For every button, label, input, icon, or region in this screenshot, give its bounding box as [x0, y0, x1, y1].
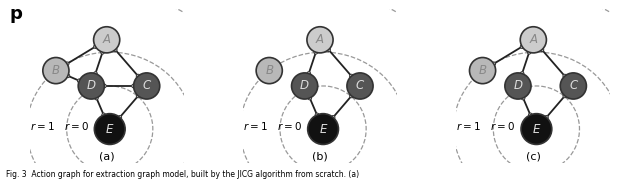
Text: (a): (a) — [99, 151, 115, 161]
Circle shape — [307, 72, 310, 75]
Circle shape — [102, 84, 106, 88]
Circle shape — [93, 45, 97, 49]
Text: A: A — [529, 33, 538, 46]
Text: B: B — [52, 64, 60, 77]
Circle shape — [332, 115, 335, 119]
Circle shape — [100, 50, 104, 54]
Circle shape — [65, 62, 69, 66]
Text: Fig. 3  Action graph for extraction graph model, built by the JICG algorithm fro: Fig. 3 Action graph for extraction graph… — [6, 170, 360, 179]
Circle shape — [315, 113, 319, 117]
Circle shape — [113, 48, 117, 52]
Circle shape — [563, 94, 566, 98]
Text: (c): (c) — [526, 151, 541, 161]
Circle shape — [94, 114, 125, 144]
Circle shape — [540, 48, 544, 52]
Text: $r=0$: $r=0$ — [63, 120, 88, 132]
Text: D: D — [513, 79, 522, 92]
Text: $r=0$: $r=0$ — [490, 120, 515, 132]
Circle shape — [560, 73, 586, 99]
Text: E: E — [106, 123, 113, 136]
Circle shape — [521, 114, 552, 144]
Text: A: A — [102, 33, 111, 46]
Circle shape — [136, 74, 140, 78]
Circle shape — [308, 96, 312, 100]
Circle shape — [102, 113, 106, 117]
Text: C: C — [143, 79, 151, 92]
Text: D: D — [300, 79, 309, 92]
Circle shape — [563, 74, 566, 78]
Circle shape — [521, 96, 525, 100]
Text: $r=1$: $r=1$ — [243, 120, 268, 132]
Circle shape — [520, 27, 547, 53]
Circle shape — [66, 74, 70, 78]
Circle shape — [470, 58, 495, 84]
Text: C: C — [356, 79, 364, 92]
Text: $r=0$: $r=0$ — [277, 120, 302, 132]
Circle shape — [347, 73, 373, 99]
Text: $r=1$: $r=1$ — [29, 120, 54, 132]
Circle shape — [349, 74, 353, 78]
Text: D: D — [87, 79, 96, 92]
Circle shape — [308, 114, 339, 144]
Text: E: E — [532, 123, 540, 136]
Circle shape — [349, 94, 353, 98]
Text: B: B — [265, 64, 273, 77]
Text: p: p — [10, 5, 22, 23]
Circle shape — [307, 27, 333, 53]
Circle shape — [292, 73, 317, 99]
Circle shape — [132, 84, 136, 88]
Circle shape — [78, 73, 104, 99]
Circle shape — [505, 73, 531, 99]
Circle shape — [93, 27, 120, 53]
Text: (b): (b) — [312, 151, 328, 161]
Text: $r=1$: $r=1$ — [456, 120, 481, 132]
Circle shape — [527, 50, 531, 54]
Circle shape — [136, 94, 140, 98]
Circle shape — [256, 58, 282, 84]
Circle shape — [77, 79, 81, 83]
Circle shape — [134, 73, 160, 99]
Text: B: B — [479, 64, 486, 77]
Circle shape — [529, 113, 532, 117]
Circle shape — [43, 58, 69, 84]
Circle shape — [93, 72, 97, 75]
Circle shape — [326, 48, 330, 52]
Text: A: A — [316, 33, 324, 46]
Circle shape — [118, 115, 122, 119]
Circle shape — [520, 45, 524, 49]
Circle shape — [492, 62, 495, 66]
Circle shape — [520, 72, 524, 75]
Text: C: C — [569, 79, 577, 92]
Text: E: E — [319, 123, 327, 136]
Circle shape — [314, 50, 317, 54]
Circle shape — [95, 96, 99, 100]
Circle shape — [545, 115, 548, 119]
